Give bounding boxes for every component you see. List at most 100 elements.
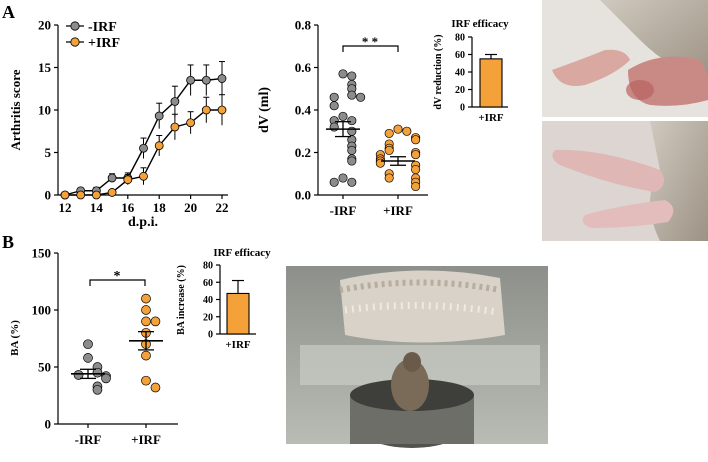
dv-point-pos <box>411 150 421 160</box>
arthritis-ytick-label: 5 <box>45 145 52 160</box>
arthritis-ytick-label: 0 <box>45 188 52 203</box>
dv-point-neg <box>347 90 357 100</box>
arthritis-x-label: d.p.i. <box>128 215 158 230</box>
arthritis-xtick-label: 22 <box>216 200 229 215</box>
paw-photo-bottom <box>542 121 708 241</box>
dv-point-neg <box>347 71 357 81</box>
dv-efficacy-chart: IRF efficacy dV reduction (%) 020406080 … <box>433 18 509 124</box>
ba-point-pos <box>141 293 151 304</box>
arthritis-legend: -IRF +IRF <box>66 20 120 51</box>
dv-point-pos <box>384 128 394 138</box>
dv-efficacy-ytick-label: 80 <box>455 33 465 44</box>
dv-ytick-label: 0.6 <box>295 60 312 75</box>
arthritis-point-pos <box>123 175 133 185</box>
ba-ytick-label: 150 <box>32 246 52 261</box>
dv-point-neg <box>347 177 357 187</box>
arthritis-point-pos <box>92 190 101 200</box>
ba-point-pos <box>141 375 151 386</box>
legend-label-neg: -IRF <box>88 20 117 35</box>
arthritis-point-neg <box>186 75 196 85</box>
arthritis-xtick-label: 18 <box>153 200 167 215</box>
panel-label-b: B <box>2 232 14 252</box>
ba-significance-label: * <box>114 269 121 284</box>
ba-point-pos <box>141 350 151 361</box>
legend-label-pos: +IRF <box>88 36 120 51</box>
dv-point-pos <box>384 145 394 155</box>
dv-point-neg <box>347 116 357 126</box>
dv-point-neg <box>329 92 339 102</box>
dv-ytick-label: 0.0 <box>295 188 311 203</box>
dv-efficacy-ytick-label: 20 <box>455 85 465 96</box>
ba-efficacy-ytick-label: 40 <box>203 295 213 306</box>
legend-marker-pos <box>70 37 80 47</box>
mouse-cage-photo <box>286 266 548 448</box>
ba-efficacy-ytick-label: 80 <box>203 261 213 272</box>
dv-significance-label: * * <box>362 34 378 49</box>
ba-point-neg <box>92 367 103 378</box>
ba-y-label: BA (%) <box>9 320 21 356</box>
ba-point-pos <box>150 382 161 393</box>
ba-efficacy-chart: IRF efficacy BA increase (%) 0 20 40 60 80 +… <box>176 247 271 351</box>
ba-efficacy-ytick-label: 60 <box>203 278 213 289</box>
dv-xtick-label: +IRF <box>383 203 413 218</box>
ba-point-neg <box>83 353 93 363</box>
dv-significance: * * <box>342 34 399 52</box>
arthritis-point-pos <box>154 141 164 151</box>
ba-point-neg <box>101 373 111 384</box>
dv-point-neg <box>329 122 339 132</box>
dv-efficacy-xtick-label: +IRF <box>478 112 503 124</box>
arthritis-point-pos <box>76 190 86 200</box>
arthritis-point-pos <box>170 122 180 132</box>
ba-point-pos <box>150 316 161 327</box>
ba-efficacy-ytick-label: 0 <box>208 330 213 341</box>
arthritis-point-pos <box>201 105 211 115</box>
ba-significance: * <box>89 269 146 286</box>
ba-point-pos <box>141 316 151 327</box>
arthritis-point-pos <box>107 188 117 197</box>
dv-efficacy-y-label: dV reduction (%) <box>433 34 444 109</box>
arthritis-xtick-label: 14 <box>90 200 104 215</box>
legend-marker-neg <box>70 21 80 31</box>
arthritis-point-pos <box>186 118 196 128</box>
dv-point-neg <box>329 101 339 111</box>
arthritis-point-neg <box>217 74 227 83</box>
dv-ytick-label: 0.8 <box>295 18 312 33</box>
dv-point-pos <box>411 181 421 192</box>
dv-point-neg <box>356 92 366 102</box>
ba-efficacy-xtick-label: +IRF <box>225 339 250 351</box>
arthritis-point-neg <box>170 97 180 106</box>
ba-point-neg <box>83 339 93 350</box>
ba-efficacy-y-label: BA increase (%) <box>176 265 187 335</box>
arthritis-ytick-label: 20 <box>38 18 51 33</box>
ba-efficacy-ytick-label: 20 <box>203 312 213 323</box>
ba-efficacy-bar <box>226 292 250 335</box>
ba-ytick-label: 50 <box>38 360 51 375</box>
ba-xtick-label: +IRF <box>131 432 161 447</box>
dv-point-neg <box>347 145 357 155</box>
dv-point-pos <box>384 173 394 183</box>
ba-xtick-label: -IRF <box>75 432 102 447</box>
arthritis-point-neg <box>154 111 164 121</box>
dv-xtick-label: -IRF <box>330 203 357 218</box>
dv-point-neg <box>347 156 357 166</box>
dv-point-pos <box>411 164 421 175</box>
dv-ytick-label: 0.2 <box>295 145 311 160</box>
arthritis-point-pos <box>139 171 148 181</box>
dv-efficacy-ytick-label: 60 <box>455 50 465 61</box>
dv-efficacy-ytick-label: 0 <box>460 103 465 114</box>
dv-point-neg <box>338 69 348 79</box>
arthritis-point-neg <box>201 75 211 85</box>
dv-point-pos <box>375 158 385 168</box>
paw-photo-top <box>542 0 708 117</box>
arthritis-xtick-label: 12 <box>59 200 72 215</box>
arthritis-xtick-label: 20 <box>184 200 197 215</box>
arthritis-ytick-label: 10 <box>38 103 51 118</box>
arthritis-point-pos <box>60 190 70 200</box>
dv-point-neg <box>347 126 357 136</box>
panel-label-a: A <box>2 2 15 22</box>
dv-ytick-label: 0.4 <box>295 103 312 118</box>
dv-point-pos <box>393 124 403 134</box>
dv-chart: dV (ml) 0.0 0.2 0.4 0.6 0.8 -IRF +IRF * * <box>257 18 428 218</box>
ba-point-pos <box>141 305 151 315</box>
